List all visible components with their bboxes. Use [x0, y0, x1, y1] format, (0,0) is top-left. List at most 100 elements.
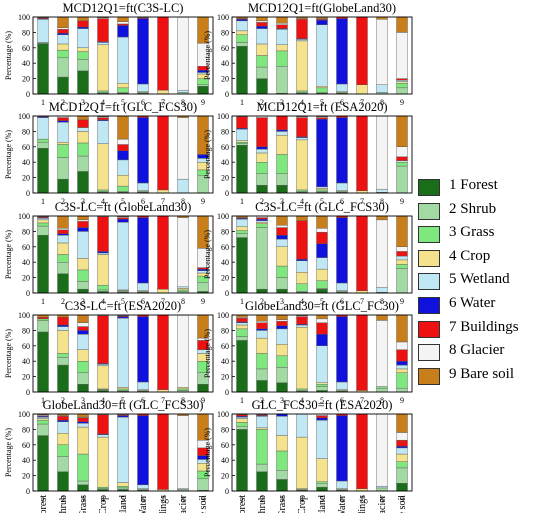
y-tick-label: 20: [221, 75, 229, 84]
y-tick-label: 100: [217, 410, 229, 419]
y-axis-label: Percentage (%): [203, 230, 212, 279]
bar-segment: [396, 165, 408, 194]
bar-segment: [57, 228, 69, 231]
bar-segment: [396, 160, 408, 163]
x-tick-label: 9: [400, 98, 404, 107]
legend-item: 6 Water: [412, 294, 548, 318]
bar-segment: [77, 131, 89, 144]
bar-segment: [256, 223, 268, 228]
bar-segment: [37, 43, 49, 95]
bar-segment: [356, 215, 368, 291]
bar-segment: [276, 344, 288, 357]
bar-segment: [236, 34, 248, 43]
bar-segment: [37, 317, 49, 320]
bar-segment: [276, 215, 288, 226]
bar-segment: [236, 19, 248, 22]
bar-segment: [256, 221, 268, 224]
bar-segment: [276, 320, 288, 326]
x-tick-label: 9: [400, 297, 404, 306]
bar-segment: [276, 227, 288, 236]
bar-segment: [236, 426, 248, 430]
legend-item: 5 Wetland: [412, 270, 548, 294]
bar-segment: [117, 175, 129, 187]
bar-segment: [137, 316, 149, 383]
x-tick-label: 6: [340, 495, 344, 504]
x-tick-label: 3: [81, 495, 85, 504]
x-tick-label: 8: [181, 297, 185, 306]
bar-segment: [396, 259, 408, 265]
bar-segment: [157, 314, 169, 390]
bar-segment: [197, 384, 209, 393]
legend-swatch: [418, 226, 440, 244]
panel-title: MCD12Q1=ft (ESA2020): [256, 100, 387, 114]
category-label: Bare soil: [198, 495, 209, 513]
y-tick-label: 100: [18, 112, 30, 121]
bar-segment: [316, 334, 328, 347]
bar-segment: [316, 87, 328, 93]
bar-segment: [256, 117, 268, 148]
x-tick-label: 5: [320, 396, 324, 405]
bar-segment: [376, 84, 388, 93]
bar-segment: [276, 367, 288, 383]
x-tick-label: 3: [81, 197, 85, 206]
y-tick-label: 80: [22, 227, 30, 236]
bar-segment: [177, 387, 189, 390]
x-tick-label: 4: [101, 396, 105, 405]
bar-segment: [296, 117, 308, 137]
bar-segment: [296, 327, 308, 390]
bar-segment: [396, 161, 408, 167]
bar-segment: [97, 315, 109, 364]
bar-segment: [37, 318, 49, 321]
bar-segment: [57, 421, 69, 434]
bar-segment: [316, 483, 328, 488]
bar-segment: [396, 364, 408, 370]
bar-segment: [236, 233, 248, 238]
bar-segment: [37, 331, 49, 393]
x-tick-label: 9: [201, 98, 205, 107]
bar-segment: [236, 340, 248, 393]
bar-segment: [396, 368, 408, 373]
y-tick-label: 40: [22, 456, 30, 465]
x-tick-label: 1: [240, 197, 244, 206]
bar-segment: [137, 182, 149, 191]
x-tick-label: 6: [340, 297, 344, 306]
bar-segment: [57, 254, 69, 263]
x-tick-label: 8: [181, 396, 185, 405]
bar-segment: [77, 413, 89, 418]
bar-segment: [256, 55, 268, 68]
category-label: Water: [138, 494, 149, 513]
bar-segment: [97, 414, 109, 435]
bar-segment: [37, 423, 49, 436]
x-tick-label: 9: [400, 197, 404, 206]
panel-title: C3S-LC=ft (ESA2020): [65, 299, 181, 313]
bar-segment: [336, 18, 348, 85]
bar-segment: [396, 314, 408, 343]
bar-segment: [157, 189, 169, 194]
bar-segment: [37, 418, 49, 421]
bar-segment: [77, 453, 89, 482]
x-tick-label: 9: [201, 297, 205, 306]
y-tick-label: 0: [225, 90, 229, 99]
y-tick-label: 20: [221, 373, 229, 382]
bar-segment: [77, 119, 89, 128]
bar-segment: [117, 486, 129, 489]
bar-segment: [157, 288, 169, 294]
y-axis-label: Percentage (%): [4, 329, 13, 378]
x-tick-label: 6: [141, 396, 145, 405]
y-tick-label: 20: [221, 174, 229, 183]
bar-segment: [57, 326, 69, 331]
legend-swatch: [418, 367, 440, 385]
x-tick-label: 1: [41, 98, 45, 107]
y-tick-label: 40: [221, 456, 229, 465]
bar-segment: [117, 25, 129, 38]
bar-segment: [97, 289, 109, 292]
x-tick-label: 8: [181, 197, 185, 206]
y-tick-label: 100: [18, 212, 30, 221]
bar-segment: [336, 282, 348, 291]
bar-segment: [396, 264, 408, 269]
y-tick-label: 80: [221, 28, 229, 37]
y-tick-label: 60: [22, 342, 30, 351]
bar-segment: [57, 229, 69, 234]
bar-segment: [256, 353, 268, 370]
bar-segment: [396, 81, 408, 84]
